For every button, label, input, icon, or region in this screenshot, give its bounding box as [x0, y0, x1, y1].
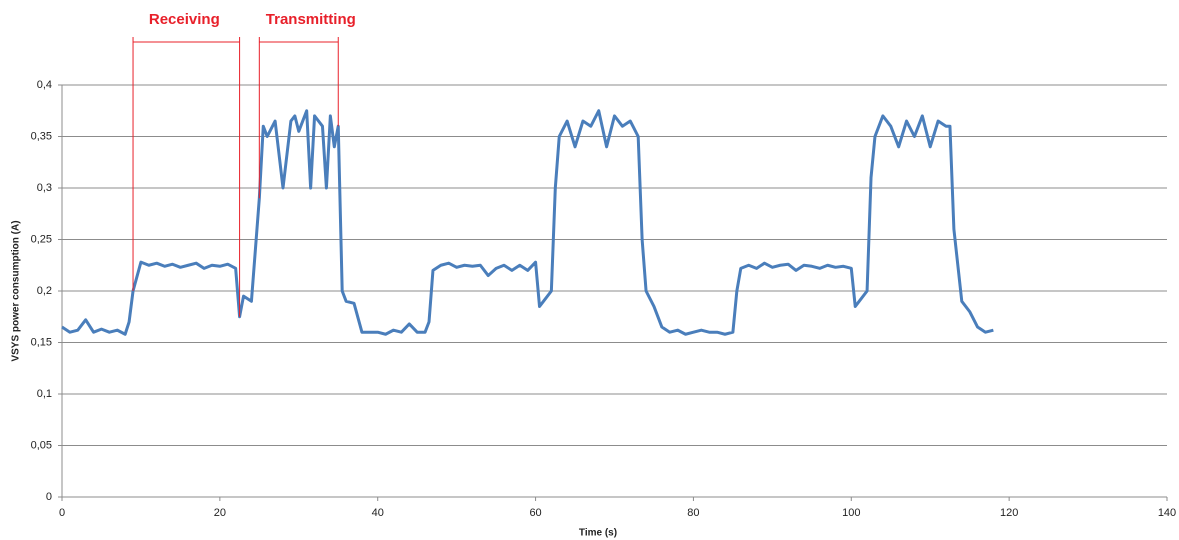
- x-tick-label: 60: [529, 507, 541, 519]
- x-axis-title: Time (s): [579, 528, 617, 539]
- x-tick-label: 120: [1000, 507, 1018, 519]
- y-tick-label: 0,2: [37, 285, 52, 297]
- annotation-label: Transmitting: [266, 11, 356, 28]
- x-tick-label: 140: [1158, 507, 1176, 519]
- data-line: [61, 109, 994, 336]
- y-axis-title: VSYS power consumption (A): [11, 220, 22, 361]
- x-tick-label: 80: [687, 507, 699, 519]
- y-tick-label: 0,4: [37, 79, 52, 91]
- annotation-label: Receiving: [149, 11, 220, 28]
- y-tick-label: 0,3: [37, 182, 52, 194]
- x-tick-label: 100: [842, 507, 860, 519]
- y-tick-label: 0,35: [31, 130, 52, 142]
- x-tick-label: 40: [372, 507, 384, 519]
- x-tick-label: 20: [214, 507, 226, 519]
- y-tick-label: 0,1: [37, 388, 52, 400]
- x-tick-label: 0: [59, 507, 65, 519]
- y-tick-label: 0: [46, 491, 52, 503]
- y-tick-label: 0,25: [31, 233, 52, 245]
- y-tick-label: 0,15: [31, 336, 52, 348]
- y-tick-label: 0,05: [31, 439, 52, 451]
